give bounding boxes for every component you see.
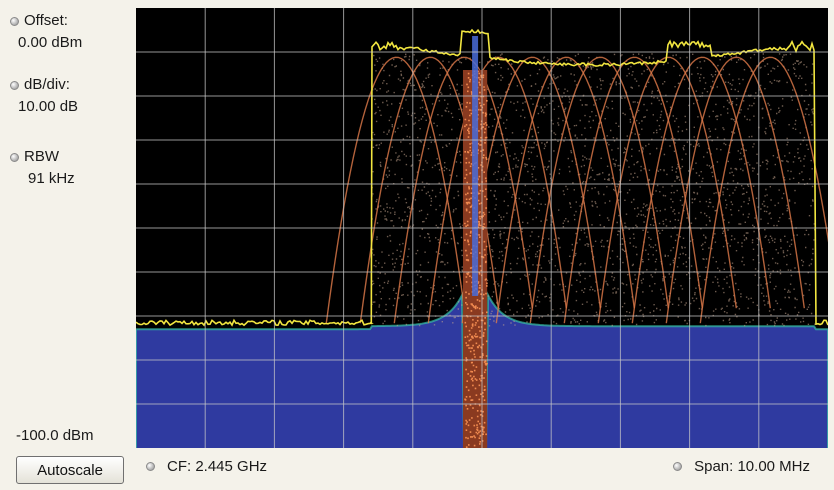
hop-arc	[631, 56, 771, 324]
db-div-control[interactable]: dB/div: 10.00 dB	[10, 74, 78, 118]
autoscale-button[interactable]: Autoscale	[16, 456, 124, 484]
hop-arc	[699, 56, 828, 324]
db-div-value[interactable]: 10.00 dB	[18, 98, 79, 115]
noise-floor-edge	[136, 291, 828, 448]
hop-arc	[325, 56, 465, 324]
hop-arc	[597, 56, 737, 324]
carrier-center-line	[472, 36, 479, 296]
hop-arc	[393, 56, 533, 324]
hop-arc	[563, 56, 703, 324]
hop-arc	[495, 56, 635, 324]
spectrum-graph	[136, 8, 828, 448]
cf-indicator-icon	[146, 462, 155, 471]
offset-control[interactable]: Offset: 0.00 dBm	[10, 10, 82, 54]
offset-indicator-icon	[10, 16, 19, 26]
center-frequency-label: CF: 2.445 GHz	[167, 458, 268, 475]
db-div-label: dB/div:	[24, 76, 70, 93]
hop-arc	[529, 56, 669, 324]
rbw-value[interactable]: 91 kHz	[28, 170, 75, 187]
rbw-control[interactable]: RBW 91 kHz	[10, 146, 75, 190]
hop-arc	[427, 56, 567, 324]
db-div-indicator-icon	[10, 80, 19, 90]
max-hold-trace	[136, 28, 828, 327]
span-indicator-icon	[673, 462, 683, 471]
center-frequency-control[interactable]: CF: 2.445 GHz	[146, 458, 267, 475]
noise-floor-fill	[136, 295, 828, 448]
offset-label: Offset:	[24, 12, 68, 29]
offset-value[interactable]: 0.00 dBm	[18, 34, 83, 51]
span-label: Span: 10.00 MHz	[694, 458, 810, 475]
span-control[interactable]: Span: 10.00 MHz	[673, 458, 810, 475]
spectrum-display[interactable]	[136, 8, 828, 448]
rbw-indicator-icon	[10, 152, 19, 162]
bottom-level-label: -100.0 dBm	[16, 427, 94, 444]
rbw-label: RBW	[24, 148, 59, 165]
